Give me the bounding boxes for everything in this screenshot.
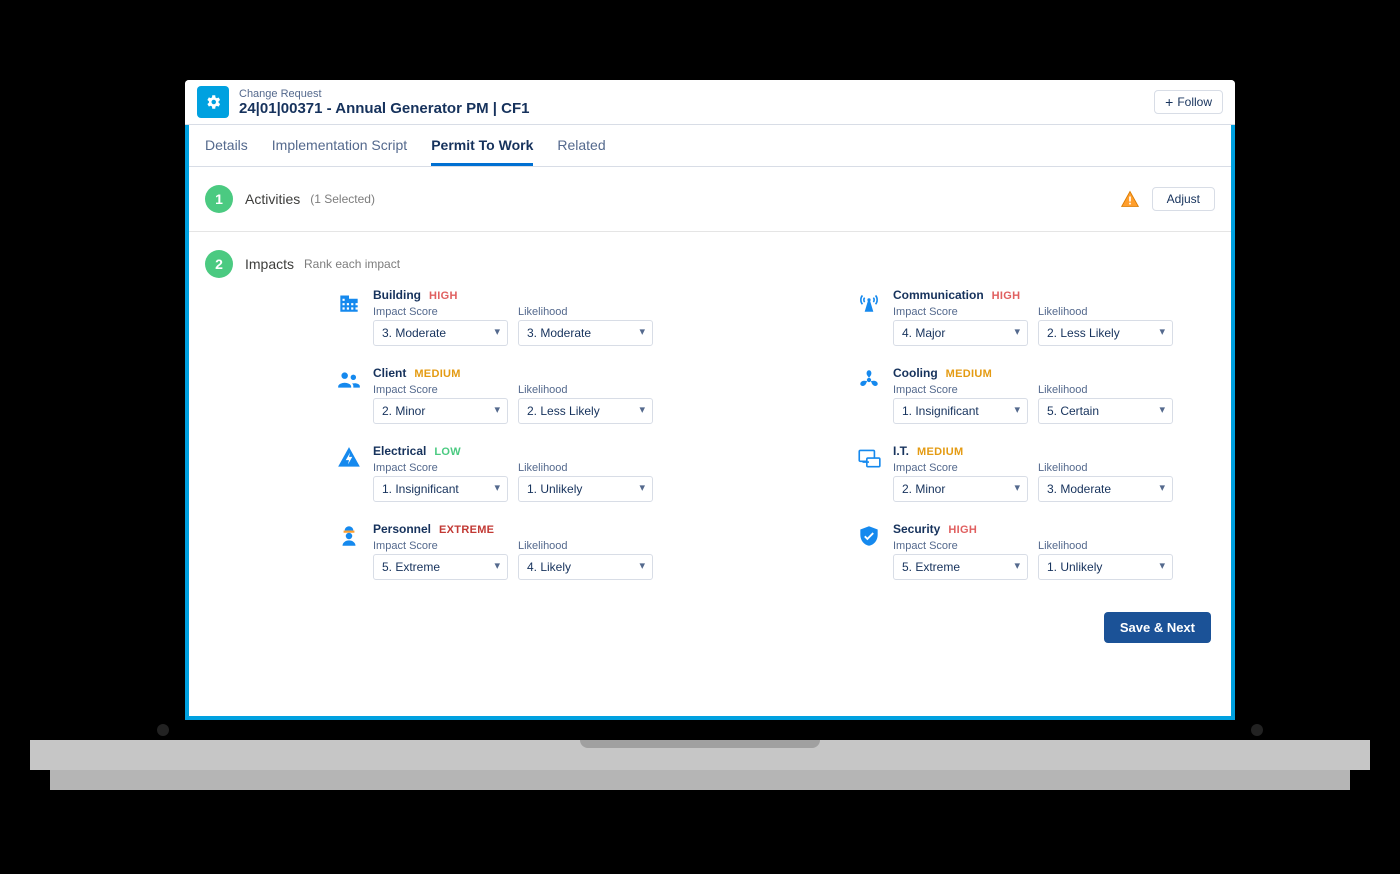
impact-block: Security HIGH Impact Score 5. Extreme Li… [725,522,1215,580]
impact-block: Personnel EXTREME Impact Score 5. Extrem… [205,522,695,580]
likelihood-select[interactable]: 3. Moderate [518,320,653,346]
likelihood-label: Likelihood [518,306,653,318]
impact-name: Building [373,288,421,302]
tab-details[interactable]: Details [205,125,248,166]
impacts-column-right: Communication HIGH Impact Score 4. Major… [725,288,1215,580]
impact-score-select[interactable]: 1. Insignificant [893,398,1028,424]
step-subtitle: (1 Selected) [310,192,375,206]
likelihood-label: Likelihood [518,540,653,552]
impact-block: Cooling MEDIUM Impact Score 1. Insignifi… [725,366,1215,424]
step-activities: 1 Activities (1 Selected) Adjust [189,167,1231,232]
page-title: 24|01|00371 - Annual Generator PM | CF1 [239,100,529,117]
impact-block: Electrical LOW Impact Score 1. Insignifi… [205,444,695,502]
impact-rating: MEDIUM [917,446,963,458]
likelihood-select[interactable]: 5. Certain [1038,398,1173,424]
impact-rating: HIGH [429,290,458,302]
likelihood-select[interactable]: 1. Unlikely [518,476,653,502]
change-request-icon [197,86,229,118]
it-icon [855,444,883,472]
impact-score-label: Impact Score [373,306,508,318]
header-kicker: Change Request [239,88,529,100]
impact-name: Personnel [373,522,431,536]
impact-score-label: Impact Score [893,540,1028,552]
client-icon [335,366,363,394]
likelihood-select[interactable]: 2. Less Likely [518,398,653,424]
communication-icon [855,288,883,316]
follow-button[interactable]: + Follow [1154,90,1223,114]
impact-score-label: Impact Score [373,540,508,552]
page-header: Change Request 24|01|00371 - Annual Gene… [185,80,1235,125]
security-icon [855,522,883,550]
step-subtitle: Rank each impact [304,257,400,271]
personnel-icon [335,522,363,550]
impact-block: Client MEDIUM Impact Score 2. Minor Like… [205,366,695,424]
step-impacts: 2 Impacts Rank each impact [189,232,1231,284]
impact-score-select[interactable]: 2. Minor [373,398,508,424]
tab-bar: Details Implementation Script Permit To … [189,125,1231,167]
plus-icon: + [1165,95,1173,109]
impact-score-label: Impact Score [373,384,508,396]
laptop-camera-dot [157,724,169,736]
tab-related[interactable]: Related [557,125,605,166]
impact-score-label: Impact Score [893,384,1028,396]
impact-name: Electrical [373,444,426,458]
laptop-notch [580,740,820,748]
likelihood-select[interactable]: 2. Less Likely [1038,320,1173,346]
impact-score-select[interactable]: 2. Minor [893,476,1028,502]
electrical-icon [335,444,363,472]
impact-name: Communication [893,288,984,302]
impact-block: Building HIGH Impact Score 3. Moderate L… [205,288,695,346]
impact-rating: MEDIUM [414,368,460,380]
cooling-icon [855,366,883,394]
impact-score-label: Impact Score [893,462,1028,474]
impact-name: Security [893,522,940,536]
step-number-badge: 2 [205,250,233,278]
impact-name: I.T. [893,444,909,458]
building-icon [335,288,363,316]
impact-score-select[interactable]: 1. Insignificant [373,476,508,502]
impact-score-label: Impact Score [373,462,508,474]
impact-score-select[interactable]: 3. Moderate [373,320,508,346]
impact-name: Client [373,366,406,380]
impact-rating: MEDIUM [946,368,992,380]
impact-score-select[interactable]: 5. Extreme [373,554,508,580]
impact-name: Cooling [893,366,938,380]
app-window: Change Request 24|01|00371 - Annual Gene… [185,80,1235,720]
impact-rating: LOW [434,446,461,458]
likelihood-select[interactable]: 3. Moderate [1038,476,1173,502]
impacts-grid: Building HIGH Impact Score 3. Moderate L… [189,284,1231,600]
save-next-button[interactable]: Save & Next [1104,612,1211,643]
likelihood-select[interactable]: 1. Unlikely [1038,554,1173,580]
impact-block: Communication HIGH Impact Score 4. Major… [725,288,1215,346]
likelihood-label: Likelihood [1038,306,1173,318]
warning-icon [1120,189,1140,209]
impact-rating: HIGH [992,290,1021,302]
step-title: Activities [245,191,300,207]
step-number-badge: 1 [205,185,233,213]
impact-rating: EXTREME [439,524,494,536]
laptop-base-shadow [50,770,1350,790]
impact-score-select[interactable]: 4. Major [893,320,1028,346]
likelihood-select[interactable]: 4. Likely [518,554,653,580]
likelihood-label: Likelihood [518,462,653,474]
step-title: Impacts [245,256,294,272]
likelihood-label: Likelihood [1038,384,1173,396]
laptop-camera-dot [1251,724,1263,736]
likelihood-label: Likelihood [518,384,653,396]
footer-actions: Save & Next [189,600,1231,661]
impact-score-select[interactable]: 5. Extreme [893,554,1028,580]
impact-score-label: Impact Score [893,306,1028,318]
impact-block: I.T. MEDIUM Impact Score 2. Minor Likeli… [725,444,1215,502]
likelihood-label: Likelihood [1038,462,1173,474]
adjust-button[interactable]: Adjust [1152,187,1215,211]
tab-implementation-script[interactable]: Implementation Script [272,125,407,166]
tab-permit-to-work[interactable]: Permit To Work [431,125,533,166]
impacts-column-left: Building HIGH Impact Score 3. Moderate L… [205,288,695,580]
likelihood-label: Likelihood [1038,540,1173,552]
follow-label: Follow [1177,95,1212,109]
impact-rating: HIGH [948,524,977,536]
